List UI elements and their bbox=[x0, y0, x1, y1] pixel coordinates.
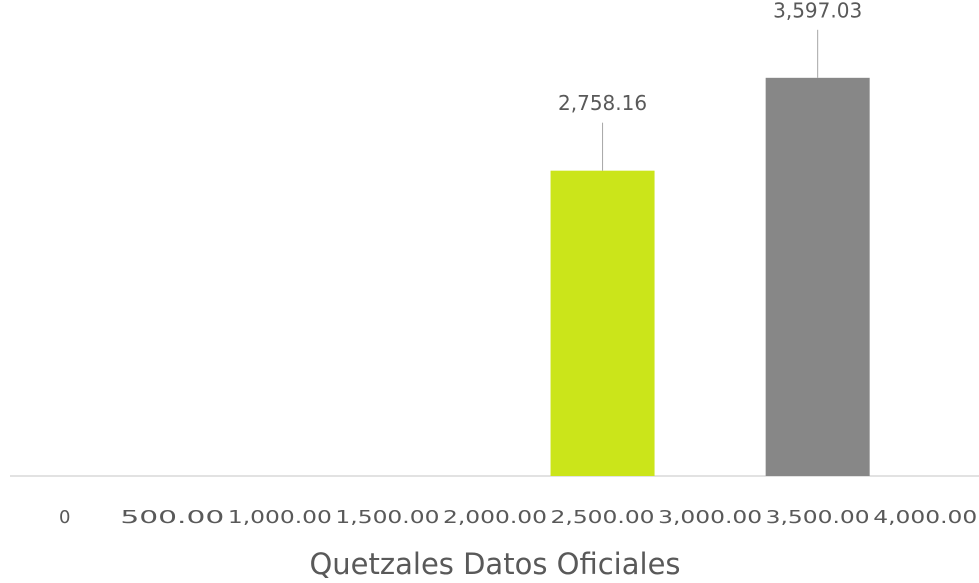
x-tick-label: 3,000.00 bbox=[658, 507, 762, 528]
x-tick-label: 2,500.00 bbox=[551, 507, 655, 528]
x-tick-label: 1,500.00 bbox=[335, 507, 439, 528]
data-label: 2,758.16 bbox=[558, 91, 647, 115]
data-label: 3,597.03 bbox=[773, 0, 862, 22]
x-tick-label: 3,500.00 bbox=[766, 507, 870, 528]
x-tick-label: 4,000.00 bbox=[873, 507, 977, 528]
x-tick-label: 500.00 bbox=[120, 507, 224, 528]
x-tick-label: 1,000.00 bbox=[228, 507, 332, 528]
x-axis-title: Quetzales Datos Oficiales bbox=[309, 547, 680, 581]
x-tick-label: 2,000.00 bbox=[443, 507, 547, 528]
bar bbox=[550, 170, 655, 476]
x-tick-label: 0 bbox=[59, 507, 70, 528]
bar bbox=[765, 77, 870, 477]
